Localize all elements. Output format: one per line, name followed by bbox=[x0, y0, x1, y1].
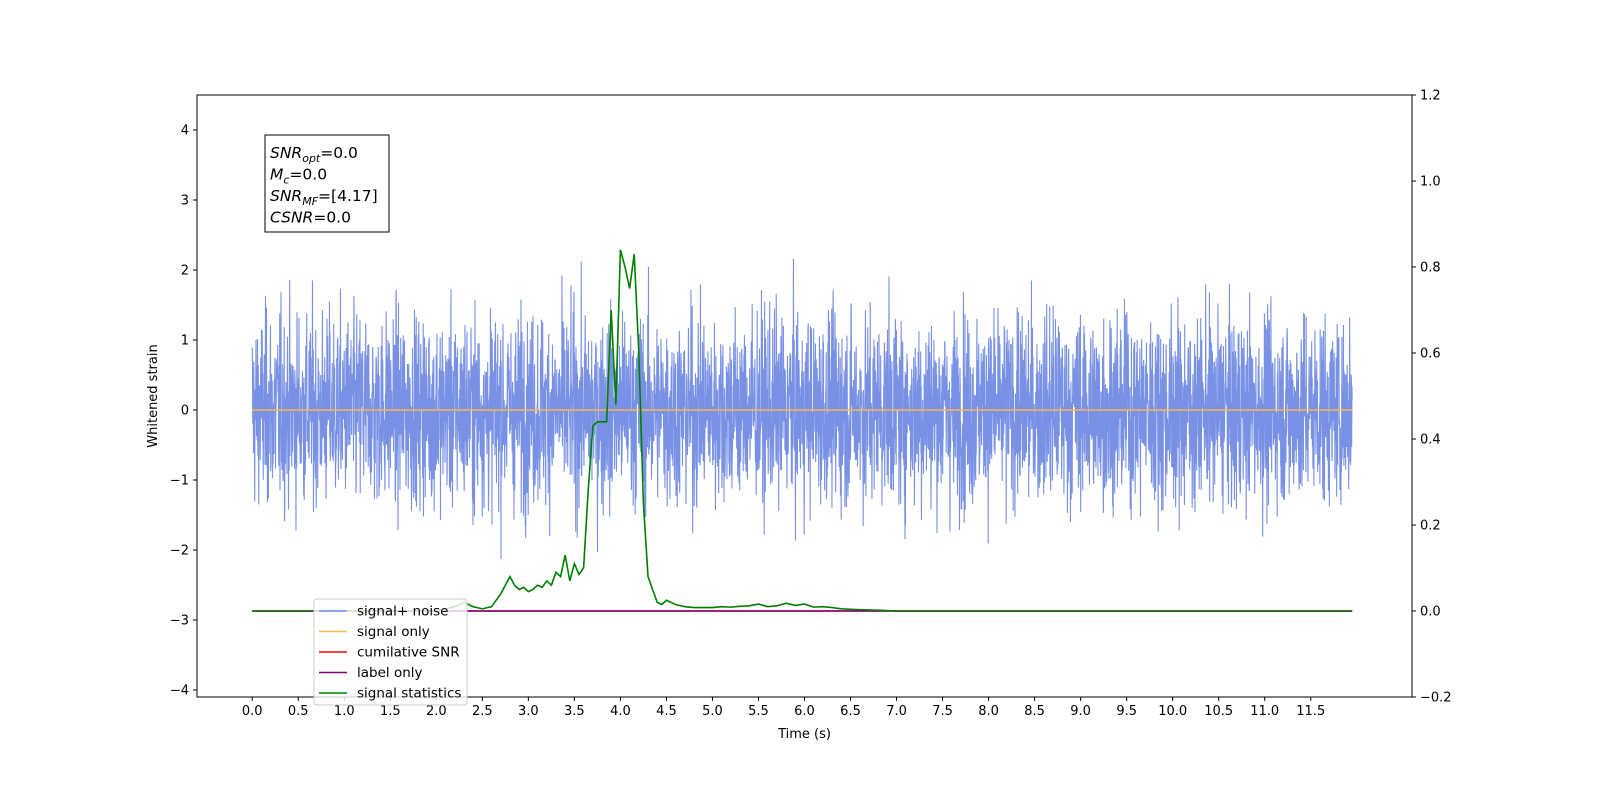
x-tick-label: 5.0 bbox=[702, 704, 723, 719]
x-tick-label: 10.0 bbox=[1158, 704, 1187, 719]
x-tick-label: 4.5 bbox=[656, 704, 677, 719]
y-tick-label: 4 bbox=[181, 124, 189, 139]
y2-tick-label: −0.2 bbox=[1420, 691, 1452, 706]
annotation-line: Mc=0.0 bbox=[270, 166, 327, 187]
annotation-line: SNRopt=0.0 bbox=[270, 144, 358, 165]
x-tick-label: 1.5 bbox=[380, 704, 401, 719]
y-tick-label: 2 bbox=[181, 264, 189, 279]
x-axis: 0.0 0.5 1.0 1.5 2.0 2.5 3.0 3.5 4.0 4.5 5.0 5.5 6.0 6… bbox=[242, 697, 1325, 719]
series-line-signal-noise bbox=[251, 258, 1353, 560]
x-axis-label: Time (s) bbox=[777, 727, 831, 742]
x-tick-label: 9.0 bbox=[1070, 704, 1091, 719]
x-tick-label: 8.0 bbox=[978, 704, 999, 719]
y-tick-label: −3 bbox=[170, 614, 189, 629]
y-tick-label: −1 bbox=[170, 474, 189, 489]
x-tick-label: 11.0 bbox=[1250, 704, 1279, 719]
y-axis-right: −0.2 0.0 0.2 0.4 0.6 0.8 1.0 1.2 bbox=[1412, 89, 1452, 706]
annotation-frame bbox=[264, 134, 390, 233]
y-tick-label: −4 bbox=[170, 684, 189, 699]
x-tick-label: 0.5 bbox=[288, 704, 309, 719]
x-tick-label: 5.5 bbox=[748, 704, 769, 719]
x-tick-label: 0.0 bbox=[242, 704, 263, 719]
y-tick-label: −2 bbox=[170, 544, 189, 559]
x-tick-label: 1.0 bbox=[334, 704, 355, 719]
legend-label-label-only: label only bbox=[357, 665, 423, 681]
y2-tick-label: 1.2 bbox=[1420, 89, 1441, 104]
x-tick-label: 3.0 bbox=[518, 704, 539, 719]
legend: signal+ noise signal only cumilative SNR la… bbox=[313, 598, 468, 706]
x-tick-label: 11.5 bbox=[1296, 704, 1325, 719]
x-tick-label: 7.0 bbox=[886, 704, 907, 719]
y-tick-label: 3 bbox=[181, 194, 189, 209]
x-tick-label: 7.5 bbox=[932, 704, 953, 719]
y2-tick-label: 0.2 bbox=[1420, 519, 1441, 534]
y2-tick-label: 0.8 bbox=[1420, 261, 1441, 276]
x-tick-label: 3.5 bbox=[564, 704, 585, 719]
legend-label-signal-noise: signal+ noise bbox=[357, 604, 448, 620]
x-tick-label: 6.0 bbox=[794, 704, 815, 719]
y-tick-label: 0 bbox=[181, 404, 189, 419]
legend-label-cumilative-snr: cumilative SNR bbox=[357, 645, 460, 661]
y2-tick-label: 0.6 bbox=[1420, 347, 1441, 362]
x-tick-label: 2.0 bbox=[426, 704, 447, 719]
y2-tick-label: 1.0 bbox=[1420, 175, 1441, 190]
x-tick-label: 2.5 bbox=[472, 704, 493, 719]
series-layer bbox=[251, 249, 1353, 612]
y-axis-label: Whitened strain bbox=[146, 344, 161, 447]
y2-tick-label: 0.4 bbox=[1420, 433, 1441, 448]
x-tick-label: 4.0 bbox=[610, 704, 631, 719]
annotation-line: CSNR=0.0 bbox=[270, 209, 351, 227]
series-line-signal-statistics bbox=[252, 249, 1353, 612]
x-tick-label: 8.5 bbox=[1024, 704, 1045, 719]
y2-tick-label: 0.0 bbox=[1420, 605, 1441, 620]
x-tick-label: 6.5 bbox=[840, 704, 861, 719]
legend-frame bbox=[313, 598, 468, 706]
legend-label-signal-only: signal only bbox=[357, 624, 430, 640]
y-axis-left: −4 −3 −2 −1 0 1 2 3 4 bbox=[170, 124, 197, 699]
x-tick-label: 10.5 bbox=[1204, 704, 1233, 719]
annotation-line: SNRMF=[4.17] bbox=[270, 187, 378, 208]
y-tick-label: 1 bbox=[181, 334, 189, 349]
x-tick-label: 9.5 bbox=[1116, 704, 1137, 719]
legend-label-signal-statistics: signal statistics bbox=[357, 686, 461, 702]
